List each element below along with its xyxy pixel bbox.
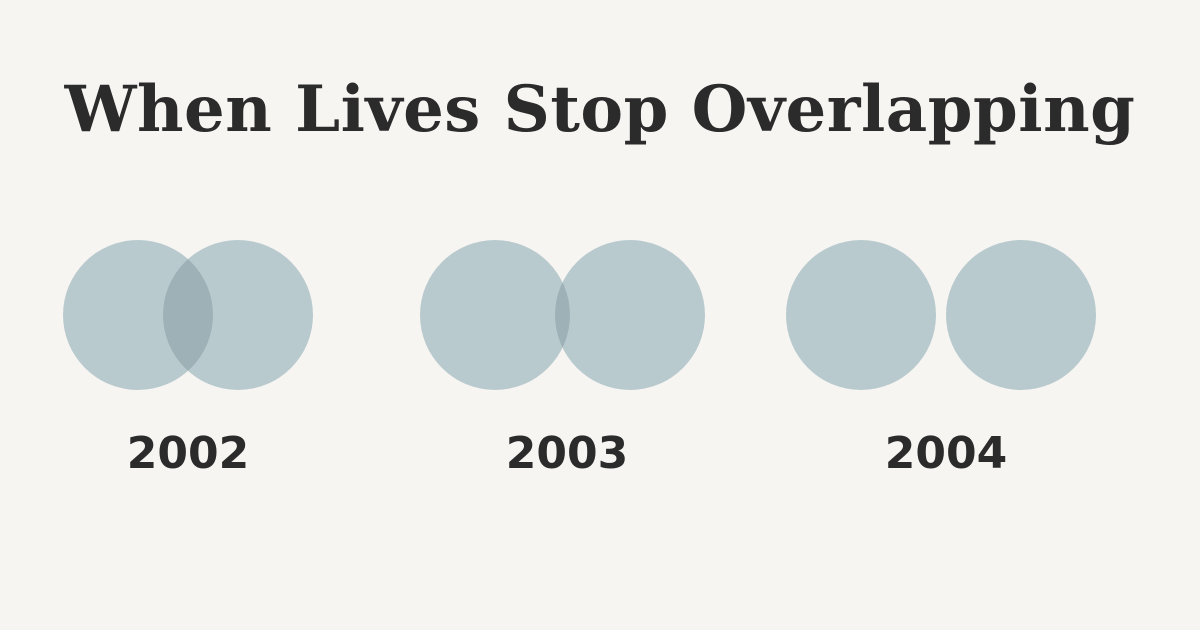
circle-left-2004 (786, 240, 936, 390)
circle-left-2003 (420, 240, 570, 390)
venn-2003 (420, 240, 705, 390)
page-title: When Lives Stop Overlapping (64, 72, 1136, 147)
circle-right-2004 (946, 240, 1096, 390)
venn-2002 (63, 240, 313, 390)
circle-right-2003 (555, 240, 705, 390)
year-label-2003: 2003 (505, 428, 629, 479)
year-label-2002: 2002 (126, 428, 250, 479)
venn-2004 (786, 240, 1096, 390)
year-label-2004: 2004 (884, 428, 1008, 479)
overlap-2002 (163, 240, 213, 390)
